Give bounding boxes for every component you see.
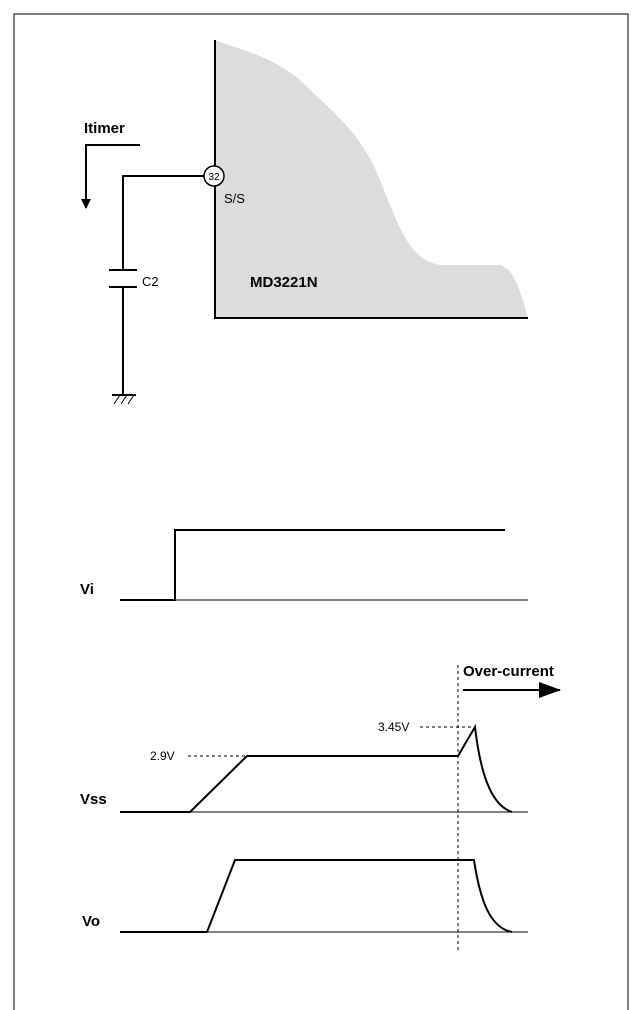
current-label: Itimer (84, 120, 125, 137)
pin-number: 32 (208, 172, 220, 183)
chip-outline (214, 40, 528, 319)
frame (13, 13, 629, 1010)
pin-name: S/S (224, 191, 245, 206)
vi-wave (120, 529, 505, 601)
level-label: 2.9V (150, 749, 175, 763)
chip-body (215, 40, 528, 318)
wire (109, 175, 204, 396)
vss-label: Vss (80, 791, 107, 808)
vo-wave (120, 859, 513, 933)
vi-label: Vi (80, 581, 94, 598)
vo-label: Vo (82, 913, 100, 930)
current-arrow (81, 144, 140, 209)
chip-label: MD3221N (250, 274, 318, 291)
peak-label: 3.45V (378, 720, 409, 734)
ground (113, 394, 135, 405)
capacitor-label: C2 (142, 274, 159, 289)
event-label: Over-current (463, 663, 554, 680)
vss-wave (120, 723, 513, 813)
